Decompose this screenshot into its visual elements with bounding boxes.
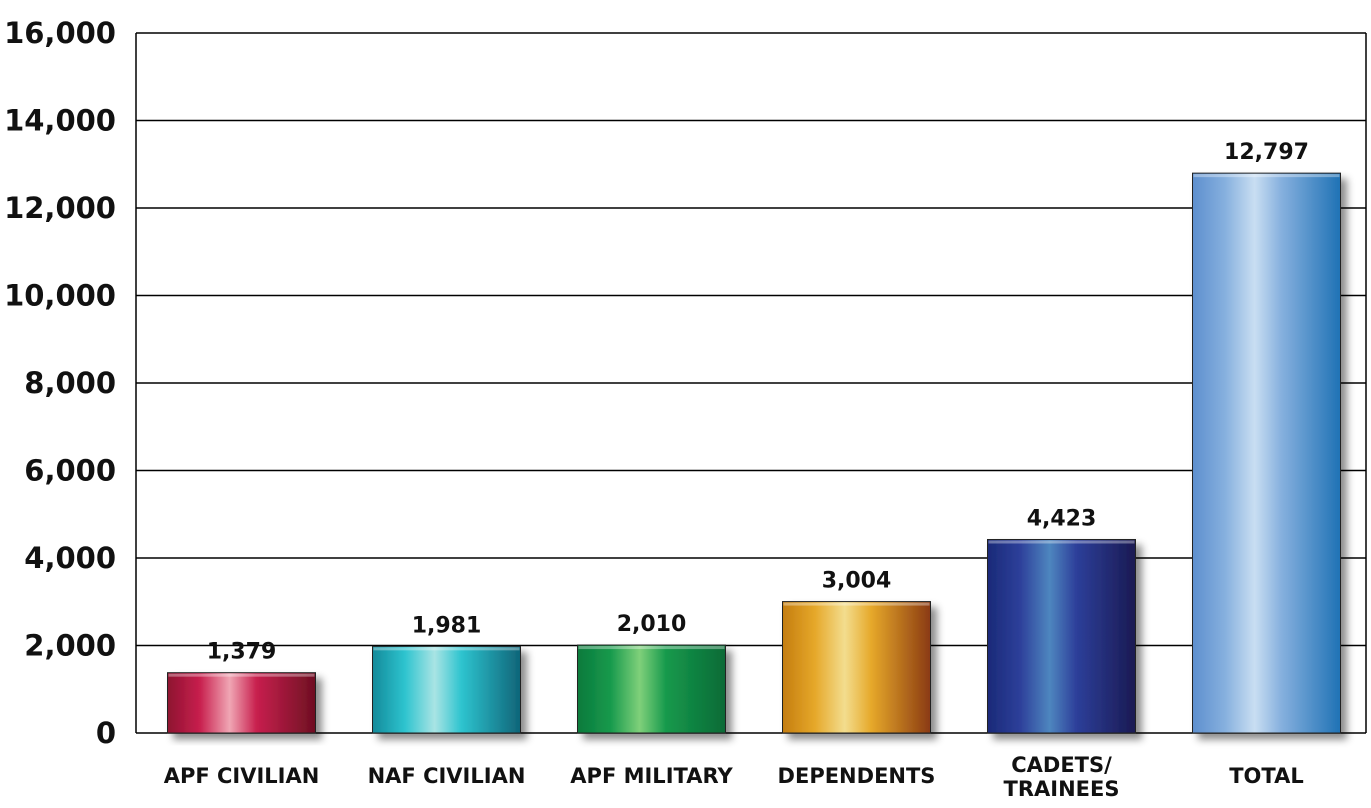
- x-tick-label: APF CIVILIAN: [164, 764, 320, 788]
- x-tick-label: TOTAL: [1229, 764, 1304, 788]
- data-label: 12,797: [1224, 140, 1309, 165]
- data-label: 1,981: [412, 613, 482, 638]
- bar: [987, 538, 1136, 734]
- y-tick-label: 0: [96, 716, 116, 750]
- data-label: 4,423: [1027, 506, 1097, 531]
- x-tick-label: NAF CIVILIAN: [368, 764, 526, 788]
- bar-bevel: [578, 646, 725, 650]
- y-tick-label: 16,000: [4, 16, 116, 50]
- data-label: 3,004: [822, 569, 892, 594]
- bar: [372, 645, 521, 734]
- x-tick-label: DEPENDENTS: [778, 764, 936, 788]
- data-labels: 1,379 1,981 2,010 3,004 4,423 12,797: [207, 140, 1309, 665]
- bar: [577, 644, 726, 734]
- y-tick-label: 10,000: [4, 279, 116, 313]
- y-axis-ticks: 0 2,000 4,000 6,000 8,000 10,000 12,000 14,000 1…: [4, 16, 116, 750]
- y-tick-label: 14,000: [4, 104, 116, 138]
- y-tick-label: 6,000: [24, 454, 116, 488]
- x-axis-labels: APF CIVILIAN NAF CIVILIAN APF MILITARY DEPE…: [164, 753, 1304, 801]
- x-tick-label: CADETS/: [1011, 753, 1112, 777]
- x-tick-label: TRAINEES: [1004, 777, 1120, 801]
- bar-bevel: [373, 647, 520, 651]
- bar: [167, 672, 316, 734]
- bar-bevel: [1193, 174, 1340, 178]
- y-tick-label: 2,000: [24, 629, 116, 663]
- y-tick-label: 8,000: [24, 366, 116, 400]
- y-tick-label: 12,000: [4, 191, 116, 225]
- bar-bevel: [783, 602, 930, 606]
- bar: [1192, 172, 1341, 734]
- bar-bevel: [168, 673, 315, 677]
- bar-bevel: [988, 540, 1135, 544]
- x-tick-label: APF MILITARY: [570, 764, 733, 788]
- bar: [782, 601, 931, 734]
- gridlines: [135, 32, 1367, 734]
- data-label: 2,010: [617, 612, 687, 637]
- bars: [167, 172, 1341, 734]
- y-tick-label: 4,000: [24, 541, 116, 575]
- data-label: 1,379: [207, 640, 277, 665]
